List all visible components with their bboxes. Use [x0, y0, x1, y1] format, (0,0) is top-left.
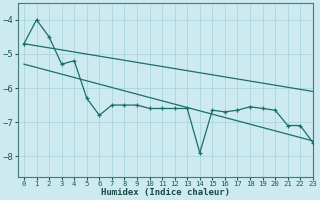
- X-axis label: Humidex (Indice chaleur): Humidex (Indice chaleur): [101, 188, 230, 197]
